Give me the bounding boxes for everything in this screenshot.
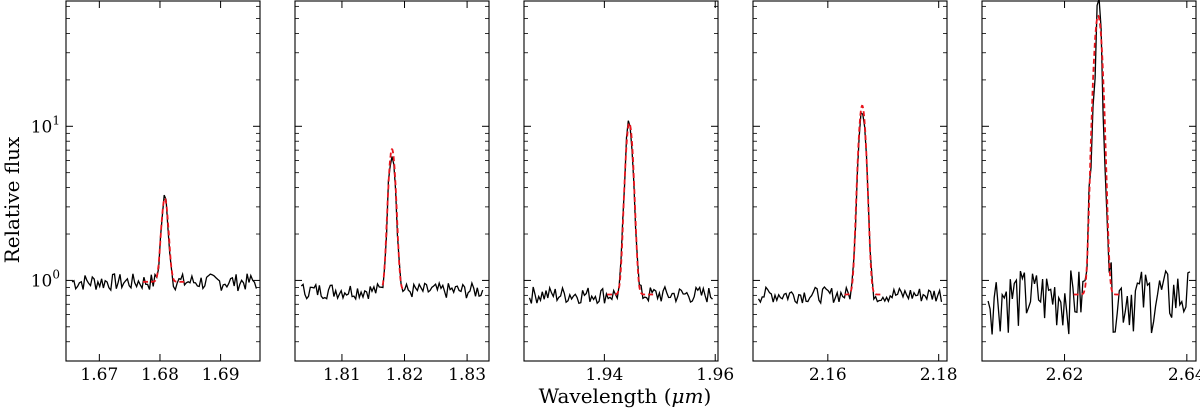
model-fit-line bbox=[607, 121, 655, 296]
y-tick-label: 100 bbox=[31, 267, 60, 291]
x-tick-label: 1.67 bbox=[80, 365, 118, 385]
x-tick-label: 1.69 bbox=[202, 365, 240, 385]
y-tick-label-exponent: 0 bbox=[52, 267, 60, 281]
model-fit-line bbox=[381, 148, 405, 292]
model-fit-line bbox=[143, 197, 185, 283]
observed-spectrum-line bbox=[300, 156, 484, 301]
model-fit-line bbox=[844, 104, 881, 296]
panel-frame bbox=[65, 0, 261, 362]
x-tick-label: 1.96 bbox=[696, 365, 734, 385]
panel-5: 2.62 2.64 bbox=[981, 0, 1200, 385]
panel-3: 1.94 1.96 bbox=[523, 0, 734, 385]
panel-frame bbox=[981, 0, 1197, 362]
x-tick-label: 2.64 bbox=[1168, 365, 1200, 385]
y-axis-label: Relative flux bbox=[0, 136, 24, 263]
panel-frame bbox=[294, 0, 490, 362]
x-tick-label: 1.94 bbox=[585, 365, 623, 385]
panel-2: 1.81 1.82 1.83 bbox=[294, 0, 490, 385]
panel-frame bbox=[752, 0, 948, 362]
x-tick-label: 2.18 bbox=[920, 365, 958, 385]
y-tick-label-base: 10 bbox=[31, 117, 53, 137]
x-axis-label-paren-open: ( bbox=[664, 384, 672, 408]
y-tick-label: 101 bbox=[31, 113, 60, 137]
x-axis-label-paren-close: ) bbox=[704, 384, 712, 408]
y-tick-label-exponent: 1 bbox=[52, 113, 60, 127]
x-tick-label: 1.81 bbox=[323, 365, 361, 385]
x-tick-label: 1.82 bbox=[386, 365, 424, 385]
x-tick-label: 1.83 bbox=[448, 365, 486, 385]
x-axis-label-text: Wavelength bbox=[539, 384, 664, 408]
observed-spectrum-line bbox=[757, 111, 943, 305]
x-axis-label: Wavelength (μm) bbox=[539, 384, 712, 408]
x-tick-label: 2.16 bbox=[809, 365, 847, 385]
observed-spectrum-line bbox=[71, 194, 258, 292]
x-axis-label-unit: μm bbox=[672, 384, 704, 408]
model-fit-line bbox=[1073, 14, 1120, 296]
panel-frame bbox=[523, 0, 719, 362]
observed-spectrum-line bbox=[987, 0, 1191, 335]
panel-4: 2.16 2.18 bbox=[752, 0, 958, 385]
y-tick-label-base: 10 bbox=[31, 271, 53, 291]
x-tick-label: 1.68 bbox=[141, 365, 179, 385]
x-tick-label: 2.62 bbox=[1046, 365, 1084, 385]
